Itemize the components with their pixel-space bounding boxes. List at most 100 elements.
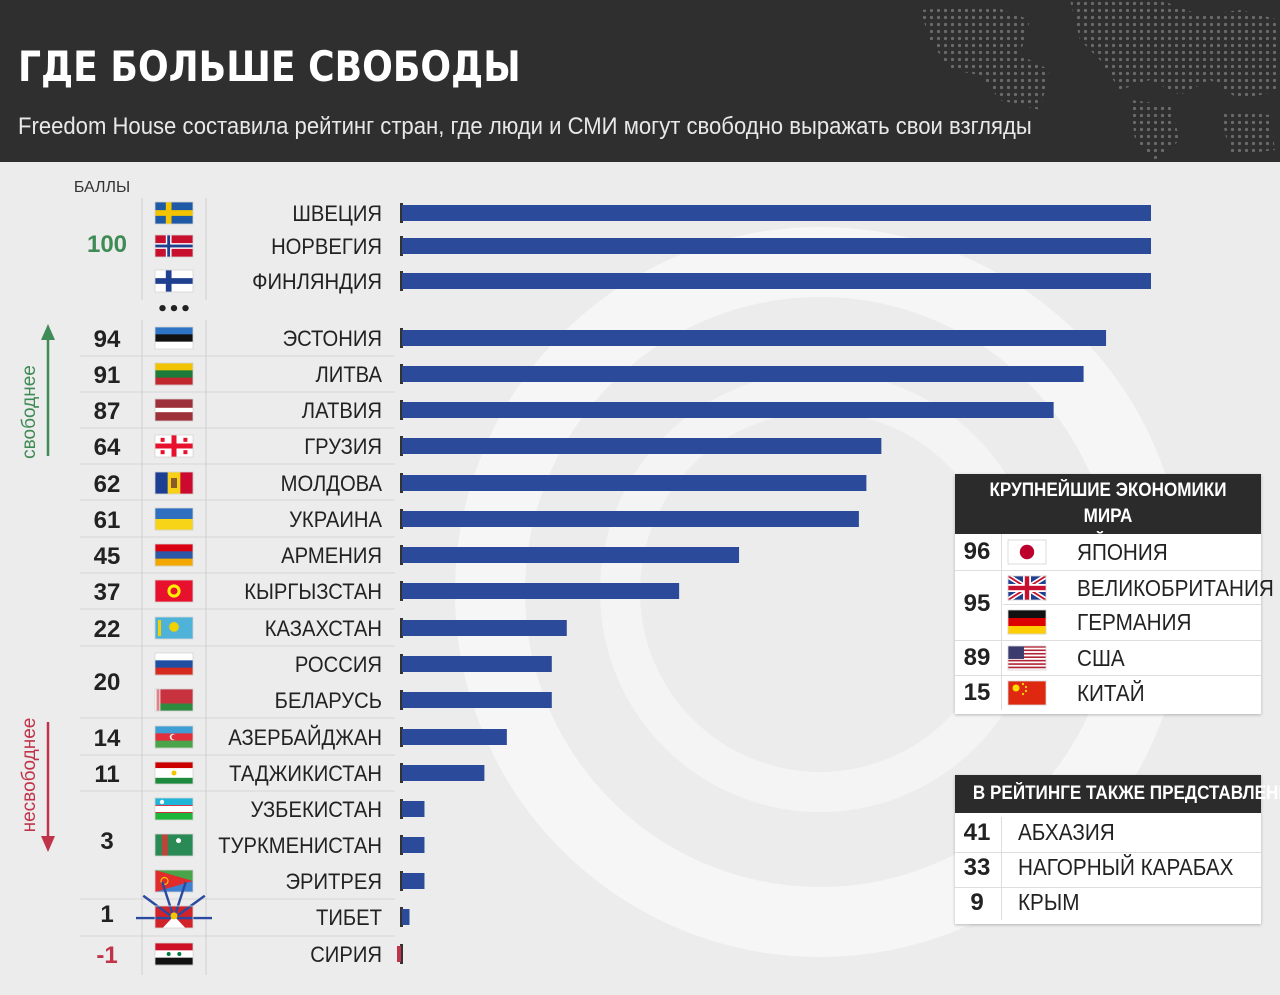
also-ranked-score: 33 (963, 854, 991, 881)
eritrea-flag-icon (154, 869, 194, 893)
country-label: ФИНЛЯНДИЯ (252, 270, 382, 294)
bar (402, 656, 552, 672)
country-label: АРМЕНИЯ (281, 544, 382, 568)
side-notes: БАЛЛЫ ••• свободнее несвободнее (19, 179, 191, 852)
usa-flag-icon (1007, 645, 1047, 671)
bar (402, 873, 425, 889)
bar-tick (400, 944, 403, 964)
bar-tick (400, 871, 403, 891)
also-ranked-title: В РЕЙТИНГЕ ТАКЖЕ ПРЕДСТАВЛЕНЫ (955, 775, 1280, 813)
also-ranked-row: 33 НАГОРНЫЙ КАРАБАХ (955, 852, 1261, 887)
economy-separator (955, 675, 1261, 676)
sweden-flag-icon (154, 201, 194, 225)
score-labels: 100 94 91 87 64 62 61 45 37 22 20 14 11 3 1 -1 (87, 231, 127, 969)
economy-row: ЯПОНИЯ (955, 534, 1261, 570)
economy-score: 15 (963, 679, 991, 706)
bar-tick (400, 907, 403, 927)
bar (397, 946, 401, 962)
country-label: УКРАИНА (289, 508, 383, 532)
economy-row: США (955, 640, 1261, 676)
norway-flag-icon (154, 234, 194, 258)
country-label: АЗЕРБАЙДЖАН (228, 725, 382, 750)
also-ranked-separator (955, 852, 1261, 853)
country-label: БЕЛАРУСЬ (275, 689, 382, 713)
bar (402, 402, 1054, 418)
country-label: ТИБЕТ (316, 906, 382, 930)
chart-axis (141, 198, 403, 975)
bar-tick (400, 328, 403, 348)
economy-name: ЯПОНИЯ (1077, 539, 1168, 565)
country-label: ЭСТОНИЯ (283, 327, 382, 351)
bar-tick (400, 835, 403, 855)
score-column-header: БАЛЛЫ (74, 179, 130, 196)
ellipsis: ••• (157, 299, 192, 320)
also-ranked-panel: В РЕЙТИНГЕ ТАКЖЕ ПРЕДСТАВЛЕНЫ 41 АБХАЗИЯ 3… (955, 775, 1280, 924)
bar (402, 205, 1151, 221)
bar (402, 511, 859, 527)
bar (402, 765, 485, 781)
score-label: 100 (87, 231, 127, 258)
bar (402, 366, 1084, 382)
country-label: КЫРГЫЗСТАН (244, 580, 382, 604)
less-free-label: несвободнее (19, 718, 40, 833)
score-label: 1 (100, 901, 113, 928)
georgia-flag-icon (154, 434, 194, 458)
score-label: 61 (94, 507, 121, 534)
largest-economies-title: КРУПНЕЙШИЕ ЭКОНОМИКИ МИРА В РЕЙТИНГЕ (955, 474, 1261, 553)
tajikistan-flag-icon (154, 761, 194, 785)
score-label: 62 (94, 471, 121, 498)
economy-name: КИТАЙ (1077, 680, 1145, 706)
bar-tick (400, 400, 403, 420)
also-ranked-name: КРЫМ (1018, 889, 1080, 915)
uk-flag-icon (1007, 575, 1047, 601)
score-label: 3 (100, 828, 113, 855)
country-label: ЛИТВА (316, 363, 383, 387)
bar (402, 583, 680, 599)
russia-flag-icon (154, 652, 194, 676)
country-label: СИРИЯ (310, 943, 382, 967)
bar (402, 273, 1151, 289)
row-separators (80, 355, 395, 937)
bar-tick (400, 236, 403, 256)
kyrgyzstan-flag-icon (154, 579, 194, 603)
economy-score: 96 (963, 538, 991, 565)
economy-separator (955, 640, 1261, 641)
bar (402, 801, 425, 817)
economy-score: 89 (963, 644, 991, 671)
bar (402, 475, 867, 491)
economy-column-divider (1001, 534, 1002, 710)
bar (402, 909, 410, 925)
country-label: ТАДЖИКИСТАН (229, 762, 382, 786)
economy-separator (1003, 604, 1261, 605)
also-ranked-name: АБХАЗИЯ (1018, 819, 1115, 845)
tibet-flag-icon (136, 881, 212, 929)
country-label: ГРУЗИЯ (304, 435, 382, 459)
economy-name: США (1077, 645, 1125, 671)
country-label: ТУРКМЕНИСТАН (218, 834, 382, 858)
bar (402, 837, 425, 853)
bar-tick (400, 436, 403, 456)
score-label: 94 (94, 326, 121, 353)
score-label: 20 (94, 669, 121, 696)
country-label: ЛАТВИЯ (302, 399, 382, 423)
bar (402, 330, 1107, 346)
freer-label: свободнее (19, 365, 40, 459)
page-subtitle: Freedom House составила рейтинг стран, г… (18, 113, 1032, 140)
uzbekistan-flag-icon (154, 797, 194, 821)
bar-tick (400, 799, 403, 819)
bar-tick (400, 618, 403, 638)
country-label: ШВЕЦИЯ (292, 202, 382, 226)
also-ranked-row: 9 КРЫМ (955, 887, 1261, 922)
less-free-arrowhead-icon (41, 836, 55, 852)
bar (402, 238, 1151, 254)
bar-tick (400, 654, 403, 674)
bar-tick (400, 364, 403, 384)
score-label: 87 (94, 398, 121, 425)
economy-row: ВЕЛИКОБРИТАНИЯ (955, 570, 1274, 606)
economy-name: ГЕРМАНИЯ (1077, 609, 1192, 635)
country-labels: ШВЕЦИЯ НОРВЕГИЯ ФИНЛЯНДИЯ ЭСТОНИЯ ЛИТВА ЛАТВИ… (218, 202, 383, 967)
score-label: 91 (94, 362, 121, 389)
largest-economies-title-line1: КРУПНЕЙШИЕ ЭКОНОМИКИ МИРА (989, 480, 1227, 527)
bar-tick (400, 545, 403, 565)
